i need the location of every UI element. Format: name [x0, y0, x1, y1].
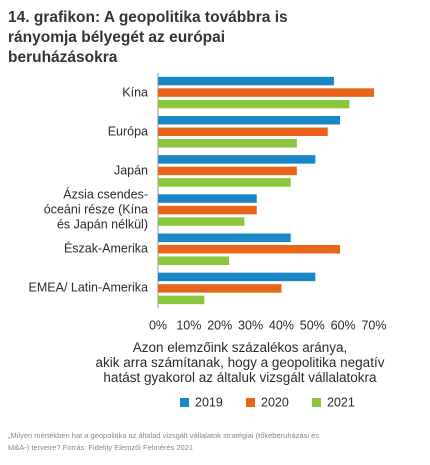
bar — [158, 295, 205, 305]
bar — [158, 76, 334, 86]
chart-title: 14. grafikon: A geopolitika továbbra is … — [8, 9, 288, 66]
bar — [158, 205, 257, 215]
x-tick-label: 40% — [269, 318, 294, 332]
footnote: „Milyen mértékben hat a geopolitika az á… — [8, 431, 319, 452]
y-tick-label: Kína — [122, 85, 148, 100]
y-tick-label: Észak-Amerika — [63, 241, 148, 256]
bar — [158, 272, 316, 282]
bar — [158, 233, 291, 242]
legend-swatch — [246, 398, 255, 407]
bar — [158, 155, 316, 164]
y-tick-label: EMEA/ Latin-Amerika — [28, 280, 148, 295]
bar — [158, 127, 328, 136]
bar — [158, 88, 374, 97]
bar — [158, 245, 341, 254]
bar — [158, 178, 291, 187]
bar — [158, 217, 245, 226]
x-tick-label: 70% — [361, 318, 386, 332]
x-tick-label: 0% — [149, 318, 167, 332]
legend-swatch — [312, 398, 321, 407]
bar — [158, 99, 350, 109]
legend-swatch — [180, 398, 189, 407]
bar — [158, 139, 297, 148]
x-tick-label: 60% — [331, 318, 356, 332]
bar — [158, 194, 257, 203]
y-tick-label: Európa — [107, 124, 148, 139]
x-tick-label: 50% — [300, 318, 325, 332]
bar — [158, 116, 341, 125]
bar — [158, 256, 229, 265]
bar — [158, 166, 297, 176]
x-tick-label: 30% — [238, 318, 263, 332]
x-tick-label: 20% — [207, 318, 232, 332]
legend-label: 2019 — [195, 395, 223, 409]
y-tick-label: Japán — [113, 163, 148, 178]
legend-label: 2021 — [327, 395, 355, 409]
bar — [158, 284, 282, 293]
y-tick-label: Ázsia csendes- óceáni része (Kína és Jap… — [43, 187, 148, 232]
x-axis-title: Azon elemzőink százalékos aránya, akik a… — [95, 340, 385, 385]
x-tick-label: 10% — [176, 318, 201, 332]
legend-label: 2020 — [261, 395, 289, 409]
